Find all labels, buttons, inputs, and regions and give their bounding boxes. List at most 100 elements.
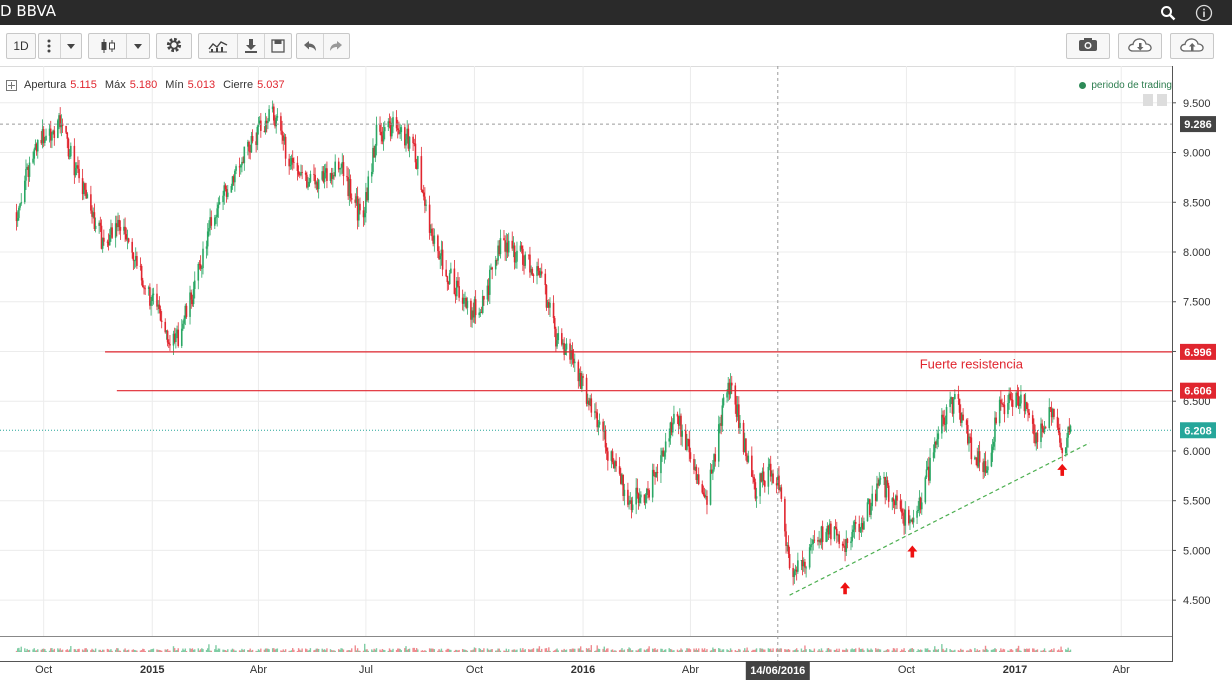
candle-body xyxy=(437,235,439,252)
candle-body xyxy=(769,463,772,477)
interval-menu[interactable] xyxy=(38,33,82,59)
candle-body xyxy=(651,469,654,498)
candle-body xyxy=(334,161,336,177)
load-chart-button[interactable] xyxy=(1118,33,1162,59)
volume-bar xyxy=(805,649,807,652)
volume-bar xyxy=(114,649,117,652)
candle-body xyxy=(374,145,377,158)
volume-bar xyxy=(45,650,47,652)
candle-body xyxy=(316,182,319,190)
interval-button[interactable]: 1D xyxy=(6,33,36,59)
more-vertical-icon[interactable] xyxy=(39,34,60,58)
volume-bar xyxy=(627,648,629,652)
candle-body xyxy=(114,223,117,238)
volume-bar xyxy=(574,648,576,652)
volume-bar xyxy=(639,648,641,652)
candle-body xyxy=(1056,416,1059,428)
candle-body xyxy=(970,437,973,460)
volume-bar xyxy=(491,649,493,652)
volume-bar xyxy=(602,648,604,652)
volume-bar xyxy=(381,648,384,652)
volume-bar xyxy=(596,645,598,652)
chart-area[interactable]: 0 Fuerte resistencia 4.500 5.000 5.500 6.00… xyxy=(0,66,1232,680)
volume-bar xyxy=(151,649,153,652)
candle-body xyxy=(453,268,456,295)
x-tick-label: 2017 xyxy=(1003,664,1027,676)
volume-bar xyxy=(326,648,328,652)
settings-button[interactable] xyxy=(156,33,192,59)
volume-bar xyxy=(76,650,78,652)
candle-body xyxy=(910,519,912,521)
candle-body xyxy=(1043,427,1046,433)
volume-bar xyxy=(25,650,27,652)
redo-icon[interactable] xyxy=(322,34,350,58)
volume-bar xyxy=(413,647,415,652)
volume-bar xyxy=(505,648,508,652)
search-icon[interactable] xyxy=(1150,0,1186,25)
candle-body xyxy=(976,457,979,467)
open-value: 5.115 xyxy=(70,79,97,91)
chevron-down-icon[interactable] xyxy=(59,34,82,58)
volume-bar xyxy=(181,650,183,652)
volume-bar xyxy=(860,648,863,652)
volume-bar xyxy=(74,649,77,652)
volume-bar xyxy=(929,650,931,652)
candle-body xyxy=(78,168,80,179)
candle-body xyxy=(140,265,143,281)
candlestick-icon[interactable] xyxy=(89,34,126,58)
volume-bar xyxy=(643,649,646,652)
download-icon[interactable] xyxy=(237,34,264,58)
chart-type-button[interactable] xyxy=(88,33,150,59)
save-icon[interactable] xyxy=(264,34,291,58)
volume-bar xyxy=(48,650,51,652)
candle-body xyxy=(198,263,201,265)
save-chart-button[interactable] xyxy=(1170,33,1214,59)
candle-body xyxy=(315,182,318,185)
chevron-down-icon[interactable] xyxy=(126,34,149,58)
candle-body xyxy=(123,226,125,231)
undo-icon[interactable] xyxy=(297,34,323,58)
volume-bar xyxy=(20,646,22,652)
info-icon[interactable] xyxy=(1186,0,1222,25)
volume-bar xyxy=(1000,648,1002,652)
volume-bar xyxy=(803,650,805,652)
indicators-icon[interactable] xyxy=(199,34,237,58)
volume-bar xyxy=(695,648,698,652)
candle-body xyxy=(440,249,443,256)
screenshot-button[interactable] xyxy=(1066,33,1110,59)
price-chart[interactable]: 0 Fuerte resistencia 4.500 5.000 5.500 6.00… xyxy=(0,66,1232,680)
candle-body xyxy=(209,217,211,229)
candle-body xyxy=(954,393,956,400)
volume-bar xyxy=(243,649,246,652)
arrow-up-marker xyxy=(907,545,918,558)
volume-bar xyxy=(348,650,351,652)
volume-bar xyxy=(726,649,728,652)
volume-bar xyxy=(836,648,838,652)
expand-icon[interactable] xyxy=(6,79,17,91)
volume-bar xyxy=(618,650,621,652)
volume-bar xyxy=(197,648,199,652)
volume-bar xyxy=(834,649,837,652)
candle-body xyxy=(458,286,460,298)
candle-body xyxy=(797,560,799,572)
volume-bar xyxy=(242,650,244,652)
candle-body xyxy=(630,500,633,511)
candle-body xyxy=(571,350,574,359)
volume-bar xyxy=(364,643,366,652)
volume-bar xyxy=(183,650,185,652)
candle-body xyxy=(984,461,987,473)
volume-bar xyxy=(133,649,136,652)
candle-body xyxy=(281,130,283,136)
candle-body xyxy=(830,523,832,540)
candle-body xyxy=(539,271,542,276)
volume-bar xyxy=(982,649,984,652)
volume-bar xyxy=(371,649,373,652)
candle-body xyxy=(19,203,21,208)
volume-bar xyxy=(26,648,28,652)
candle-body xyxy=(190,292,193,300)
candle-body xyxy=(990,452,993,467)
candle-body xyxy=(242,161,244,164)
volume-bar xyxy=(993,649,995,652)
candle-body xyxy=(751,455,753,477)
candle-body xyxy=(396,128,399,131)
